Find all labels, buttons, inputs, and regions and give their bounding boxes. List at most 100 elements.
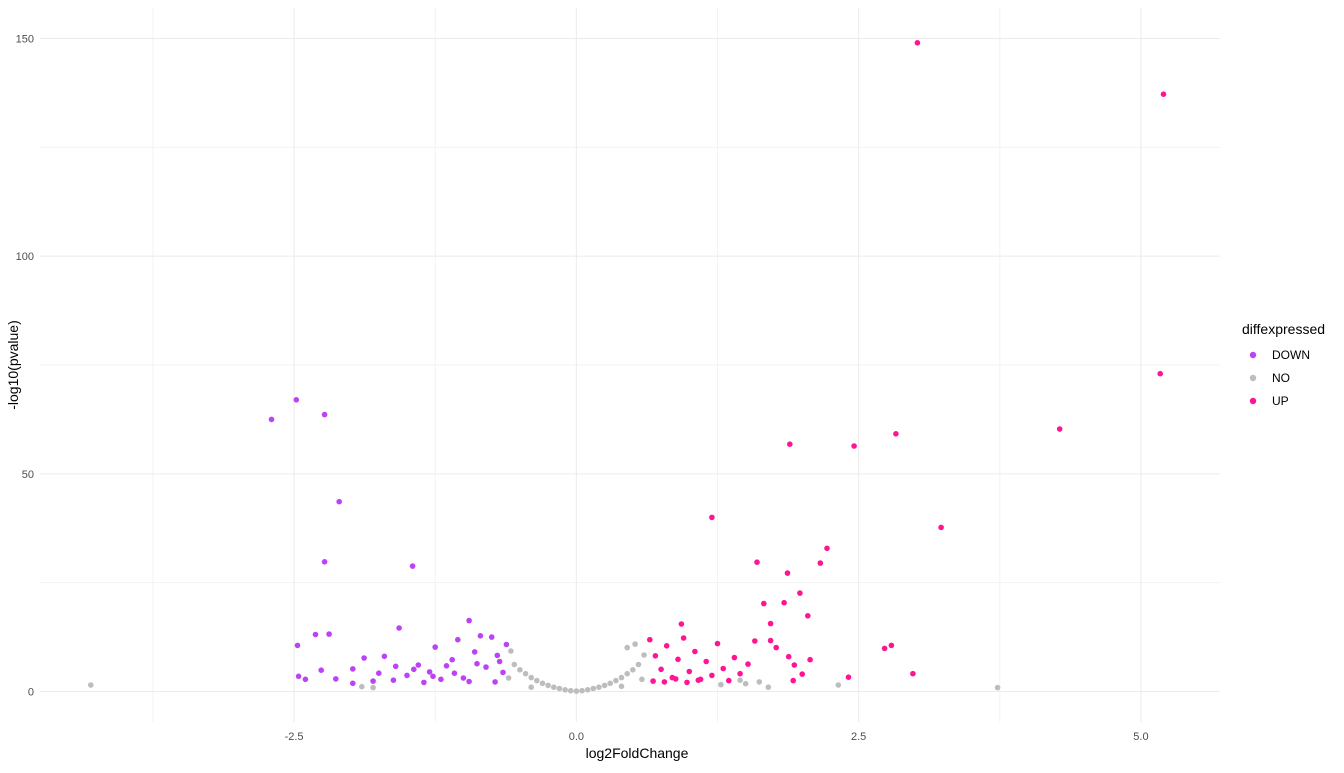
data-point-up xyxy=(938,524,944,531)
data-point-up xyxy=(709,514,715,521)
legend-key-no xyxy=(1249,374,1257,382)
data-point-down xyxy=(293,397,300,403)
data-point-down xyxy=(466,678,472,685)
data-point-up xyxy=(731,654,738,661)
data-point-up xyxy=(658,666,664,673)
data-point-no xyxy=(718,681,724,688)
data-point-down xyxy=(396,625,402,631)
legend-entry-no: NO xyxy=(1249,371,1290,385)
data-point-up xyxy=(767,637,774,644)
x-tick-label: 5.0 xyxy=(1133,731,1148,743)
data-point-up xyxy=(726,677,732,684)
data-point-no xyxy=(551,684,557,690)
data-point-up xyxy=(799,671,805,677)
y-axis-title: -log10(pvalue) xyxy=(5,320,21,410)
data-point-up xyxy=(805,613,811,619)
data-point-down xyxy=(460,675,467,681)
data-point-down xyxy=(318,667,325,673)
data-point-down xyxy=(312,631,319,638)
data-point-down xyxy=(321,411,328,418)
legend-label-no: NO xyxy=(1272,371,1290,385)
data-point-up xyxy=(752,638,758,644)
data-point-up xyxy=(787,441,793,448)
data-point-down xyxy=(411,666,417,673)
data-point-no xyxy=(618,683,625,690)
data-point-no xyxy=(756,679,763,685)
data-point-no xyxy=(539,680,546,687)
data-point-down xyxy=(451,670,458,676)
data-point-up xyxy=(1056,426,1063,432)
legend-label-up: UP xyxy=(1272,394,1289,408)
data-point-up xyxy=(680,635,687,641)
data-point-down xyxy=(494,652,501,659)
data-point-no xyxy=(584,687,591,693)
data-point-down xyxy=(474,660,480,667)
data-point-down xyxy=(455,636,461,643)
data-point-no xyxy=(607,680,613,687)
data-point-no xyxy=(508,648,514,654)
data-point-up xyxy=(754,559,760,565)
data-point-down xyxy=(361,655,367,661)
data-point-no xyxy=(765,684,772,690)
data-point-down xyxy=(302,676,309,683)
data-point-down xyxy=(381,653,388,660)
data-point-up xyxy=(695,677,702,683)
legend-title: diffexpressed xyxy=(1242,321,1325,337)
data-point-no xyxy=(562,687,568,693)
data-point-up xyxy=(881,645,888,652)
data-point-no xyxy=(635,661,642,668)
data-point-no xyxy=(596,684,602,690)
data-point-up xyxy=(845,674,852,680)
data-point-no xyxy=(601,682,608,689)
ticks-layer: -2.5 0.0 2.5 5.0 0 50 100 150 xyxy=(16,33,1149,743)
data-point-no xyxy=(994,684,1001,691)
data-point-down xyxy=(294,642,301,649)
data-point-no xyxy=(517,667,523,673)
legend-key-down xyxy=(1249,351,1257,359)
data-point-up xyxy=(661,679,668,685)
y-tick-label: 100 xyxy=(16,251,34,263)
data-point-up xyxy=(791,662,798,668)
data-point-up xyxy=(684,679,690,686)
data-point-up xyxy=(781,599,787,606)
data-point-no xyxy=(632,641,638,647)
data-point-no xyxy=(528,684,534,690)
data-point-down xyxy=(295,673,302,680)
data-point-no xyxy=(511,661,518,668)
data-point-down xyxy=(477,633,484,639)
data-point-no xyxy=(630,667,636,673)
data-point-down xyxy=(500,669,506,676)
data-point-up xyxy=(761,600,767,607)
data-point-no xyxy=(556,685,563,692)
points-layer xyxy=(88,40,1167,694)
data-point-up xyxy=(686,668,693,675)
data-point-down xyxy=(415,662,422,668)
data-point-no xyxy=(579,687,585,694)
data-point-no xyxy=(590,685,597,692)
data-point-down xyxy=(421,679,427,686)
data-point-up xyxy=(773,644,779,651)
data-point-no xyxy=(370,684,376,691)
data-point-up xyxy=(784,570,791,576)
data-point-up xyxy=(678,621,685,627)
data-point-down xyxy=(390,677,397,683)
data-point-down xyxy=(492,679,498,685)
data-point-up xyxy=(737,670,743,677)
data-point-up xyxy=(1160,91,1167,97)
data-point-no xyxy=(88,682,94,688)
data-point-down xyxy=(466,617,472,624)
data-point-down xyxy=(336,498,343,505)
data-point-down xyxy=(321,559,328,565)
data-point-down xyxy=(268,416,275,423)
data-point-down xyxy=(471,649,478,655)
data-point-no xyxy=(545,682,551,689)
data-point-down xyxy=(438,676,444,683)
data-point-down xyxy=(449,656,456,663)
data-point-down xyxy=(488,634,495,640)
data-point-up xyxy=(785,653,792,660)
data-point-no xyxy=(567,687,574,694)
data-point-down xyxy=(496,658,503,665)
data-point-up xyxy=(720,665,726,672)
data-point-down xyxy=(326,631,332,637)
